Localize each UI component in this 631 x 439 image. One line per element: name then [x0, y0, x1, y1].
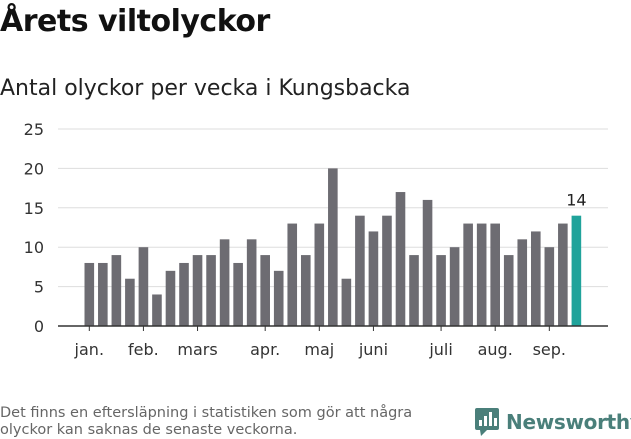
x-tick-label: maj: [304, 340, 334, 359]
bar: [382, 215, 392, 326]
x-tick-label: jan.: [74, 340, 104, 359]
x-tick-label: feb.: [128, 340, 159, 359]
bar: [125, 278, 135, 326]
y-tick-label: 25: [24, 120, 44, 139]
x-tick-label: juli: [428, 340, 452, 359]
bar: [368, 231, 379, 326]
x-tick-label: mars: [177, 340, 217, 359]
bar: [111, 255, 122, 326]
y-tick-label: 10: [24, 238, 44, 257]
x-tick-label: aug.: [478, 340, 513, 359]
bar: [436, 255, 446, 326]
bar: [395, 192, 406, 326]
page-title: Årets viltolyckor: [0, 4, 270, 39]
bar: [98, 262, 108, 326]
x-tick-label: apr.: [250, 340, 280, 359]
y-tick-label: 20: [24, 159, 44, 178]
bar: [463, 223, 473, 326]
y-tick-label: 0: [34, 317, 44, 336]
bar: [152, 294, 162, 326]
bar: [206, 255, 216, 326]
bar: [84, 262, 95, 326]
highlight-bar: [571, 215, 582, 326]
bar: [300, 255, 311, 326]
bar: [246, 239, 257, 326]
bar-chart: 0 5 10 15 20 25 jan. feb. mars apr. maj juni juli aug…: [24, 120, 608, 359]
chart-subtitle: Antal olyckor per vecka i Kungsbacka: [0, 76, 411, 101]
footnote: Det finns en eftersläpning i statistiken…: [0, 405, 413, 438]
bar: [138, 247, 149, 326]
bar: [409, 255, 419, 326]
bar: [341, 278, 352, 326]
bar: [165, 270, 176, 326]
bar: [233, 262, 243, 326]
bar: [490, 223, 500, 326]
bar: [503, 255, 514, 326]
bar: [544, 247, 555, 326]
bar: [287, 223, 298, 326]
y-tick-label: 15: [24, 199, 44, 218]
bar: [476, 223, 487, 326]
bar: [558, 223, 568, 326]
bar: [219, 239, 230, 326]
bar: [192, 255, 203, 326]
brand-logo: Newsworthy: [474, 407, 631, 437]
bar: [314, 223, 325, 326]
newsworthy-chart-bubble-icon: [475, 408, 499, 436]
bar: [517, 239, 528, 326]
bar: [422, 199, 433, 326]
bar: [449, 247, 460, 326]
bar: [260, 255, 270, 326]
bar: [355, 215, 365, 326]
x-tick-label: sep.: [533, 340, 566, 359]
data-label: 14: [566, 191, 586, 210]
bar: [328, 168, 338, 326]
brand-name: Newsworthy: [506, 410, 631, 434]
bar: [179, 262, 189, 326]
y-tick-label: 5: [34, 278, 44, 297]
bar: [273, 270, 284, 326]
bar: [530, 231, 541, 326]
x-tick-label: juni: [358, 340, 388, 359]
